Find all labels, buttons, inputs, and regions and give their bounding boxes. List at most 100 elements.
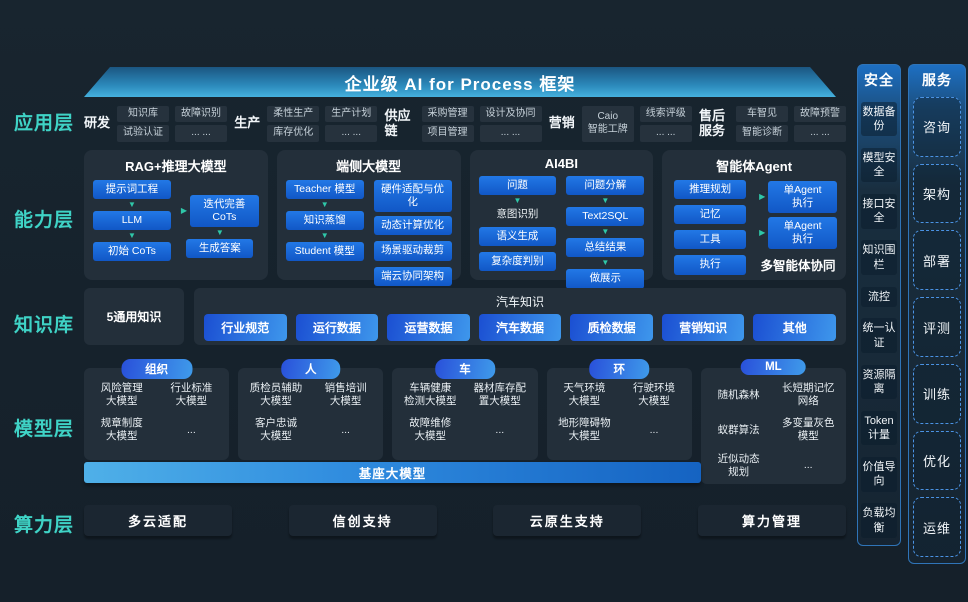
flow-arrow-down-icon: ▼	[601, 258, 610, 268]
flow-step: 生成答案	[186, 239, 254, 259]
security-column: 安全 数据备份 模型安全 接口安全 知识围栏 流控 统一认证 资源隔离 Toke…	[857, 64, 901, 546]
model-item: 长短期记忆 网络	[781, 382, 835, 408]
model-item: ...	[495, 423, 505, 436]
app-item: ... ...	[639, 125, 692, 142]
model-group-vehicle: 车 车辆健康 检测大模型 器材库存配 置大模型 故障维修 大模型 ...	[392, 359, 538, 460]
app-item: 项目管理	[421, 125, 474, 142]
layer-label-application: 应用层	[13, 113, 74, 134]
model-item: 客户忠诚 大模型	[255, 417, 297, 443]
app-group-production: 生产 柔性生产 生产计划 库存优化 ... ...	[234, 105, 378, 142]
app-items: Caio 智能工牌 线索评级 ... ...	[581, 105, 692, 142]
rag-right-column: ▶ 迭代完善 CoTs ▼ 生成答案	[181, 180, 259, 273]
security-item: Token计量	[861, 410, 897, 446]
app-item: 设计及协同	[479, 105, 542, 122]
knowledge-pill: 营销知识	[661, 314, 745, 341]
model-item: 器材库存配 置大模型	[473, 382, 527, 408]
capability-box-title: 智能体Agent	[716, 159, 793, 174]
edge-stack-column: 硬件适配与优化 动态计算优化 场景驱动裁剪 端云协同架构	[373, 180, 452, 286]
app-item: 线索评级	[639, 105, 692, 122]
app-item: 柔性生产	[267, 105, 320, 122]
agent-footer-label: 多智能体协同	[760, 259, 836, 273]
capability-box-rag: RAG+推理大模型 提示词工程 ▼ LLM ▼ 初始 CoTs ▶ 迭代完善 C…	[84, 150, 268, 280]
model-group-pill: 环	[589, 359, 649, 379]
capability-box-title: AI4BI	[544, 156, 578, 171]
flow-arrow-down-icon: ▼	[320, 200, 329, 210]
service-item: 评测	[913, 297, 961, 357]
security-column-header: 安全	[864, 72, 894, 88]
agent-exec: 单Agent 执行	[768, 180, 837, 213]
banner-title: 企业级 AI for Process 框架	[84, 67, 836, 97]
auto-knowledge-title: 汽车知识	[495, 295, 544, 309]
app-item: 故障预警	[793, 105, 846, 122]
model-group-environment: 环 天气环境 大模型 行驶环境 大模型 地形障碍物 大模型 ...	[546, 359, 692, 460]
stack-item: 场景驱动裁剪	[373, 241, 452, 261]
app-item: ... ...	[479, 125, 542, 142]
flow-step: Teacher 模型	[285, 180, 364, 200]
model-item: 近似动态 规划	[717, 452, 760, 478]
flow-arrow-down-icon: ▼	[513, 196, 522, 206]
model-item: 行驶环境 大模型	[633, 382, 675, 408]
model-item: ...	[341, 423, 350, 436]
flow-arrow-down-icon: ▼	[320, 231, 329, 241]
app-group-label: 供应链	[384, 107, 411, 138]
flow-arrow-down-icon: ▼	[215, 228, 224, 238]
service-item: 部署	[913, 230, 961, 291]
model-group-pill: 组织	[121, 359, 193, 379]
security-item: 价值导向	[861, 457, 897, 492]
general-knowledge-box: 5通用知识	[84, 288, 184, 345]
app-item: ... ...	[793, 125, 846, 142]
app-item: Caio 智能工牌	[581, 105, 634, 142]
flow-step: 初始 CoTs	[93, 242, 171, 262]
flow-step: Text2SQL	[566, 207, 645, 227]
service-item: 架构	[913, 163, 961, 224]
flow-arrow-right-icon: ▶	[180, 205, 188, 215]
app-item: ... ...	[175, 125, 228, 142]
security-item: 模型安全	[861, 147, 897, 183]
agent-module: 推理规划	[674, 180, 746, 200]
app-group-after-sales: 售后服务 车智见 故障预警 智能诊断 ... ...	[698, 105, 846, 142]
model-item: 质检员辅助 大模型	[249, 382, 303, 408]
model-item: 地形障碍物 大模型	[558, 417, 611, 443]
layer-label-knowledge: 知识库	[13, 315, 74, 336]
knowledge-pill: 质检数据	[570, 314, 653, 341]
security-item: 数据备份	[861, 101, 897, 137]
service-column-header: 服务	[922, 72, 952, 88]
compute-box-cloud-native: 云原生支持	[493, 505, 642, 536]
model-item: 规章制度 大模型	[100, 417, 143, 443]
security-item: 接口安全	[861, 194, 897, 229]
auto-knowledge-box: 汽车知识 行业规范 运行数据 运营数据 汽车数据 质检数据 营销知识 其他	[194, 288, 846, 345]
flow-step: 知识蒸馏	[285, 211, 364, 231]
capability-layer: RAG+推理大模型 提示词工程 ▼ LLM ▼ 初始 CoTs ▶ 迭代完善 C…	[84, 150, 846, 289]
app-group-rd: 研发 知识库 故障识别 试验认证 ... ...	[84, 105, 228, 142]
service-item: 训练	[913, 363, 961, 424]
stack-item: 端云协同架构	[373, 266, 452, 286]
layer-label-capability: 能力层	[13, 210, 74, 231]
flow-step: LLM	[93, 211, 171, 231]
flow-arrow-right-icon: ▶	[759, 227, 766, 237]
app-group-label: 售后服务	[698, 107, 725, 138]
app-item: 库存优化	[267, 125, 320, 142]
security-item: 负载均衡	[861, 503, 897, 538]
model-item: 风险管理 大模型	[100, 382, 143, 408]
knowledge-pill: 汽车数据	[478, 314, 562, 341]
stack-item: 动态计算优化	[373, 216, 452, 236]
model-item: 蚁群算法	[717, 423, 760, 436]
flow-step: 复杂度判别	[478, 252, 557, 272]
model-group-pill: 人	[281, 359, 341, 379]
app-item: 采购管理	[421, 105, 474, 122]
flow-step: 迭代完善 CoTs	[190, 194, 259, 228]
layer-label-compute: 算力层	[13, 515, 74, 536]
model-group-pill: ML	[741, 359, 806, 375]
capability-box-title: RAG+推理大模型	[125, 159, 227, 174]
flow-arrow-down-icon: ▼	[127, 231, 136, 241]
flow-step: 语义生成	[478, 226, 557, 246]
model-item: ...	[649, 423, 659, 436]
flow-step: 做展示	[566, 269, 645, 289]
compute-layer: 多云适配 信创支持 云原生支持 算力管理	[84, 505, 846, 536]
app-item: 车智见	[735, 105, 788, 122]
layer-label-model: 模型层	[13, 419, 74, 440]
agent-left-column: 推理规划 记忆 工具 执行	[671, 180, 749, 275]
model-item: 天气环境 大模型	[563, 382, 606, 408]
app-group-label: 营销	[548, 115, 575, 131]
